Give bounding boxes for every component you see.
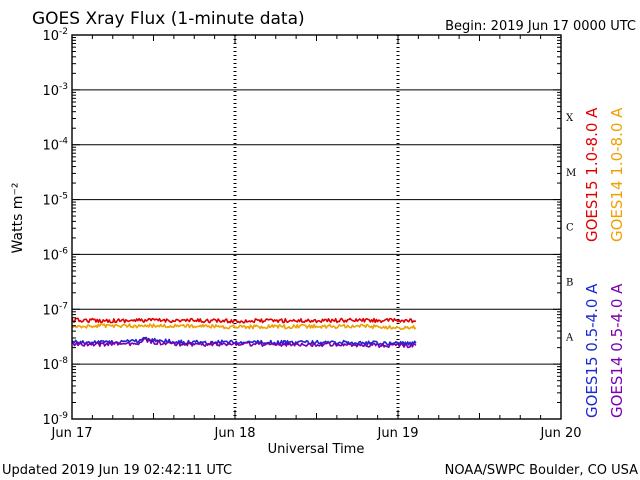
y-tick-label: 10-9 — [42, 411, 68, 428]
grid-lines — [72, 89, 561, 365]
y-tick-label: 10-4 — [42, 137, 68, 154]
legend-entry: GOES14 1.0-8.0 A — [608, 107, 626, 242]
begin-label: Begin: 2019 Jun 17 0000 UTC — [445, 19, 636, 34]
y-axis-ticks: 10-2 10-3 10-4 10-5 10-6 10-7 10-8 10-9 — [42, 27, 561, 428]
plot-frame — [71, 34, 562, 420]
legend-entry: GOES14 0.5-4.0 A — [608, 283, 626, 418]
flare-class-label: B — [566, 278, 573, 289]
updated-timestamp: Updated 2019 Jun 19 02:42:11 UTC — [2, 463, 232, 478]
flare-class-labels: X M C B A — [565, 113, 576, 343]
series-line-goes14-0-5-4-0-a — [72, 337, 417, 349]
y-axis-label: Watts m⁻² — [10, 183, 26, 254]
flare-class-label: M — [566, 168, 576, 179]
flare-class-label: C — [566, 223, 574, 234]
credit-text: NOAA/SWPC Boulder, CO USA — [445, 463, 638, 478]
y-tick-label: 10-7 — [42, 301, 68, 318]
x-tick-label: Jun 18 — [214, 426, 256, 441]
legend-entry: GOES15 1.0-8.0 A — [583, 107, 601, 242]
flare-class-label: A — [565, 332, 574, 343]
day-separators — [233, 35, 400, 419]
y-tick-label: 10-2 — [42, 27, 68, 44]
y-tick-label: 10-6 — [42, 246, 68, 263]
x-axis-label: Universal Time — [268, 442, 365, 457]
x-axis-ticks: Jun 17 Jun 18 Jun 19 Jun 20 — [51, 35, 582, 441]
x-tick-label: Jun 20 — [540, 426, 582, 441]
chart-title: GOES Xray Flux (1-minute data) — [32, 9, 305, 29]
flare-class-label: X — [566, 113, 574, 124]
series-line-goes14-1-0-8-0-a — [71, 323, 417, 331]
legend-entry: GOES15 0.5-4.0 A — [583, 283, 601, 418]
y-tick-label: 10-5 — [42, 192, 68, 209]
series-line-goes15-1-0-8-0-a — [71, 317, 416, 324]
x-tick-label: Jun 17 — [51, 426, 93, 441]
x-tick-label: Jun 19 — [377, 426, 419, 441]
data-series — [71, 317, 417, 349]
y-tick-label: 10-8 — [42, 356, 68, 373]
plot-border — [71, 34, 562, 420]
legend: GOES15 1.0-8.0 A GOES14 1.0-8.0 A GOES15 0… — [583, 107, 626, 418]
y-tick-label: 10-3 — [42, 82, 68, 99]
